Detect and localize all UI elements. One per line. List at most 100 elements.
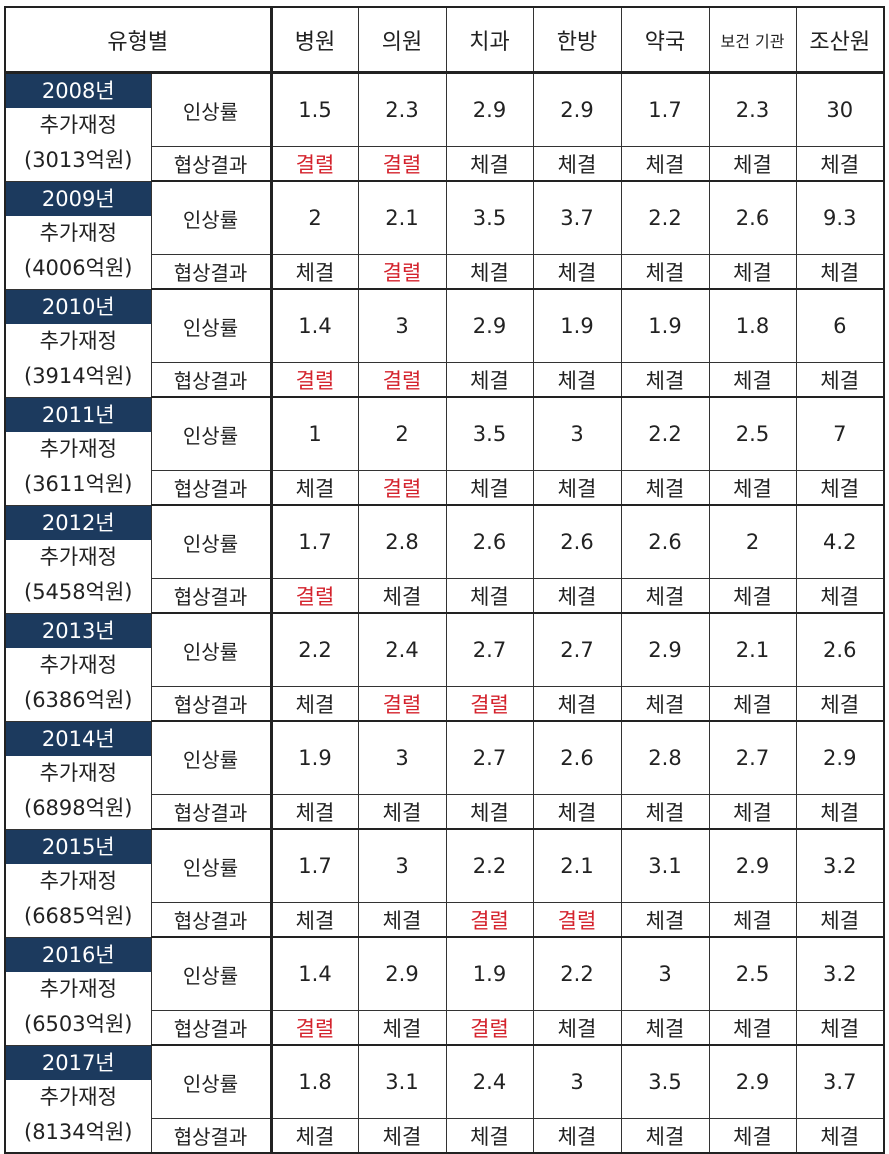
rate-row: 2013년 추가재정 (6386억원) 인상률 2.2 2.4 2.7 2.7 2.9 2.1 2.… (4, 612, 885, 722)
negotiation-table-container: 유형별 병원 의원 치과 한방 약국 보건 기관 조산원 2008년 추가재정 (3… (4, 6, 885, 1154)
rate-row: 2010년 추가재정 (3914억원) 인상률 1.4 3 2.9 1.9 1.9 1.8 6 (4, 288, 885, 398)
result-value: 체결 (270, 686, 359, 722)
rate-value: 2.7 (708, 720, 797, 795)
budget-label: 추가재정 (39, 113, 117, 137)
rate-value: 1.9 (445, 936, 534, 1011)
rate-value: 2.2 (270, 612, 359, 687)
year-cell: 2015년 추가재정 (6685억원) (4, 828, 152, 938)
year-badge: 2009년 (6, 181, 151, 216)
result-value: 체결 (445, 470, 534, 506)
year-cell: 2014년 추가재정 (6898억원) (4, 720, 152, 830)
rate-value: 2.3 (357, 72, 447, 147)
result-value: 체결 (445, 794, 534, 830)
rate-value: 3 (357, 720, 447, 795)
rate-value: 2.1 (708, 612, 797, 687)
result-value: 체결 (795, 686, 885, 722)
result-label: 협상결과 (150, 146, 273, 182)
result-label: 협상결과 (150, 362, 273, 398)
rate-value: 4.2 (795, 504, 885, 579)
budget-amount: (3611억원) (24, 471, 133, 496)
rate-value: 2 (708, 504, 797, 579)
rate-value: 3.5 (445, 396, 534, 471)
result-value: 체결 (620, 1118, 710, 1154)
result-value: 체결 (357, 1118, 447, 1154)
result-label: 협상결과 (150, 686, 273, 722)
rate-value: 2.9 (708, 828, 797, 903)
rate-value: 1.7 (270, 504, 359, 579)
rate-label: 인상률 (150, 828, 273, 903)
rate-value: 6 (795, 288, 885, 363)
result-value: 체결 (620, 470, 710, 506)
year-badge: 2012년 (6, 505, 151, 540)
result-label: 협상결과 (150, 794, 273, 830)
rate-value: 2.6 (795, 612, 885, 687)
rate-value: 3 (532, 1044, 622, 1119)
result-label: 협상결과 (150, 470, 273, 506)
result-value: 체결 (708, 902, 797, 938)
rate-value: 3 (357, 288, 447, 363)
result-row: 협상결과 체결 체결 체결 체결 체결 체결 체결 (5, 1118, 885, 1154)
result-value: 체결 (270, 470, 359, 506)
rate-label: 인상률 (150, 396, 273, 471)
result-value: 체결 (795, 146, 885, 182)
result-value: 체결 (532, 578, 622, 614)
result-value: 체결 (620, 1010, 710, 1046)
rate-value: 3 (532, 396, 622, 471)
result-value: 체결 (270, 902, 359, 938)
result-value: 체결 (445, 578, 534, 614)
budget-label: 추가재정 (39, 220, 117, 245)
rate-value: 1.9 (532, 288, 622, 363)
result-value: 체결 (708, 146, 797, 182)
result-value: 결렬 (445, 686, 534, 722)
rate-value: 2.6 (532, 504, 622, 579)
rate-value: 2.2 (620, 180, 710, 255)
result-value: 체결 (708, 470, 797, 506)
result-value: 체결 (620, 794, 710, 830)
rate-value: 2.2 (620, 396, 710, 471)
column-header: 치과 (445, 6, 534, 74)
rate-row: 2015년 추가재정 (6685억원) 인상률 1.7 3 2.2 2.1 3.1 2.9 3.2 (4, 828, 885, 938)
result-row: 협상결과 체결 결렬 체결 체결 체결 체결 체결 (5, 470, 885, 506)
rate-value: 1.5 (270, 72, 359, 147)
result-value: 결렬 (270, 146, 359, 182)
rate-label: 인상률 (150, 612, 273, 687)
rate-value: 1 (270, 396, 359, 471)
budget-label: 추가재정 (39, 652, 117, 677)
rate-value: 2.8 (620, 720, 710, 795)
rate-value: 2.7 (445, 612, 534, 687)
rate-value: 2.5 (708, 936, 797, 1011)
result-label: 협상결과 (150, 902, 273, 938)
rate-label: 인상률 (150, 504, 273, 579)
table-body: 2008년 추가재정 (3013억원) 인상률 1.5 2.3 2.9 2.9 1.7 2.3 30… (4, 72, 885, 1154)
rate-value: 3.5 (620, 1044, 710, 1119)
result-value: 결렬 (270, 1010, 359, 1046)
fee-negotiation-table: 유형별 병원 의원 치과 한방 약국 보건 기관 조산원 2008년 추가재정 (3… (4, 6, 885, 1154)
result-value: 체결 (532, 686, 622, 722)
rate-value: 2.9 (445, 72, 534, 147)
rate-row: 2016년 추가재정 (6503억원) 인상률 1.4 2.9 1.9 2.2 3 2.5 3.2 (4, 936, 885, 1046)
result-value: 체결 (795, 470, 885, 506)
rate-value: 1.8 (270, 1044, 359, 1119)
result-value: 체결 (445, 254, 534, 290)
result-label: 협상결과 (150, 254, 273, 290)
rate-value: 2.3 (708, 72, 797, 147)
result-value: 체결 (532, 254, 622, 290)
rate-value: 3.2 (795, 828, 885, 903)
rate-value: 7 (795, 396, 885, 471)
year-badge: 2008년 (6, 74, 151, 108)
rate-value: 3.5 (445, 180, 534, 255)
column-header: 보건 기관 (708, 6, 797, 74)
result-value: 체결 (620, 686, 710, 722)
result-value: 체결 (795, 1010, 885, 1046)
rate-value: 2.9 (620, 612, 710, 687)
rate-value: 2.9 (532, 72, 622, 147)
rate-value: 30 (795, 72, 885, 147)
result-value: 체결 (532, 470, 622, 506)
result-value: 체결 (532, 1010, 622, 1046)
rate-value: 2 (270, 180, 359, 255)
result-value: 결렬 (445, 902, 534, 938)
budget-amount: (6386억원) (24, 687, 133, 712)
result-value: 결렬 (357, 470, 447, 506)
budget-amount: (6685억원) (24, 903, 133, 928)
budget-label: 추가재정 (39, 760, 117, 785)
